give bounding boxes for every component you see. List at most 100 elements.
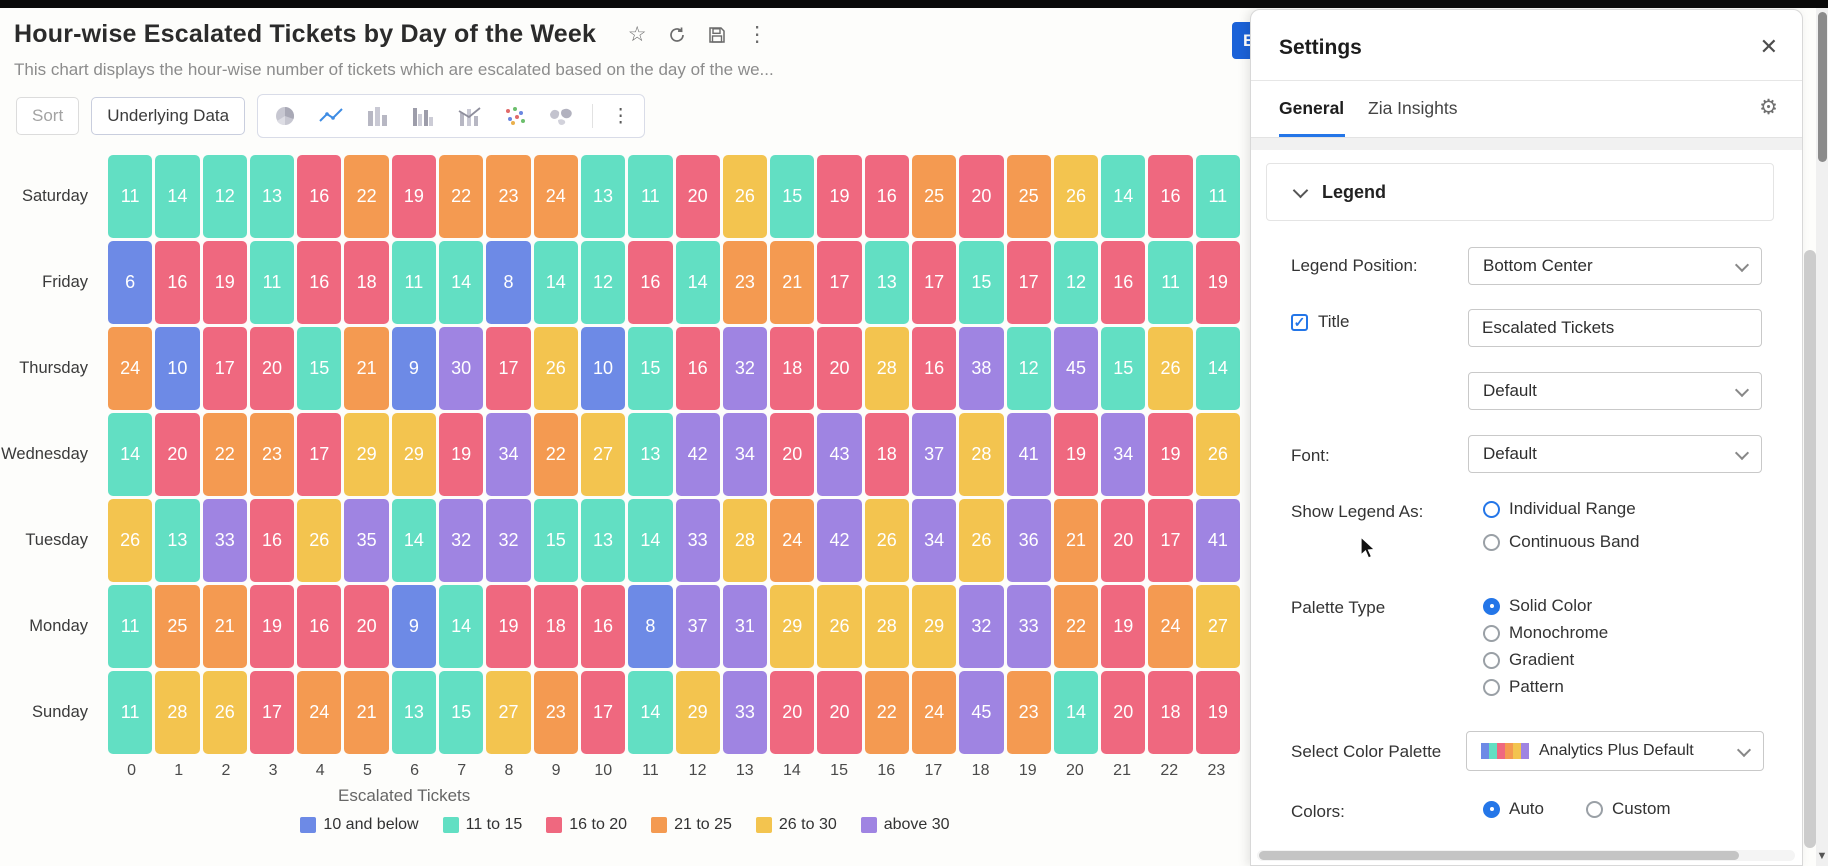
heatmap-cell[interactable]: 43: [817, 413, 862, 496]
heatmap-cell[interactable]: 26: [722, 155, 768, 238]
radio-option-monochrome[interactable]: Monochrome: [1483, 623, 1608, 643]
heatmap-cell[interactable]: 12: [1006, 327, 1051, 410]
heatmap-cell[interactable]: 28: [959, 413, 1004, 496]
heatmap-cell[interactable]: 21: [344, 671, 389, 754]
heatmap-cell[interactable]: 14: [1195, 327, 1240, 410]
heatmap-cell[interactable]: 37: [675, 585, 720, 668]
line-chart-icon[interactable]: [316, 103, 346, 129]
refresh-icon[interactable]: [666, 24, 688, 46]
heatmap-cell[interactable]: 20: [1101, 671, 1146, 754]
heatmap-cell[interactable]: 23: [533, 671, 578, 754]
heatmap-cell[interactable]: 29: [391, 413, 437, 496]
heatmap-cell[interactable]: 20: [770, 671, 815, 754]
heatmap-cell[interactable]: 27: [486, 671, 531, 754]
heatmap-cell[interactable]: 21: [344, 327, 389, 410]
heatmap-cell[interactable]: 16: [297, 155, 342, 238]
heatmap-cell[interactable]: 19: [486, 585, 531, 668]
heatmap-cell[interactable]: 16: [864, 155, 909, 238]
heatmap-cell[interactable]: 35: [344, 499, 389, 582]
bar-chart-icon[interactable]: [362, 103, 392, 129]
heatmap-cell[interactable]: 16: [155, 241, 200, 324]
heatmap-cell[interactable]: 11: [1148, 241, 1193, 324]
heatmap-cell[interactable]: 21: [202, 585, 247, 668]
heatmap-cell[interactable]: 22: [1053, 585, 1099, 668]
heatmap-cell[interactable]: 36: [1006, 499, 1051, 582]
heatmap-cell[interactable]: 26: [1053, 155, 1099, 238]
map-chart-icon[interactable]: [546, 103, 576, 129]
heatmap-cell[interactable]: 9: [391, 585, 437, 668]
heatmap-cell[interactable]: 24: [533, 155, 578, 238]
heatmap-cell[interactable]: 29: [911, 585, 957, 668]
heatmap-cell[interactable]: 8: [628, 585, 673, 668]
heatmap-cell[interactable]: 24: [911, 671, 957, 754]
heatmap-cell[interactable]: 27: [580, 413, 626, 496]
heatmap-cell[interactable]: 32: [486, 499, 531, 582]
heatmap-cell[interactable]: 15: [770, 155, 815, 238]
heatmap-cell[interactable]: 45: [1053, 327, 1099, 410]
heatmap-cell[interactable]: 16: [580, 585, 626, 668]
heatmap-cell[interactable]: 13: [391, 671, 437, 754]
heatmap-cell[interactable]: 15: [1101, 327, 1146, 410]
legend-item[interactable]: 10 and below: [300, 816, 419, 834]
color-palette-select[interactable]: Analytics Plus Default: [1466, 731, 1764, 771]
heatmap-cell[interactable]: 19: [1195, 671, 1240, 754]
heatmap-cell[interactable]: 16: [628, 241, 673, 324]
scatter-chart-icon[interactable]: [500, 103, 530, 129]
heatmap-cell[interactable]: 22: [864, 671, 909, 754]
heatmap-cell[interactable]: 20: [155, 413, 200, 496]
grouped-bar-chart-icon[interactable]: [408, 103, 438, 129]
close-icon[interactable]: ✕: [1759, 34, 1778, 59]
scrollbar-thumb[interactable]: [1817, 12, 1827, 162]
radio-option-continuous-band[interactable]: Continuous Band: [1483, 532, 1639, 552]
heatmap-cell[interactable]: 33: [1006, 585, 1051, 668]
heatmap-cell[interactable]: 16: [297, 241, 342, 324]
heatmap-cell[interactable]: 19: [202, 241, 247, 324]
heatmap-cell[interactable]: 26: [864, 499, 909, 582]
heatmap-cell[interactable]: 17: [911, 241, 957, 324]
legend-title-style-select[interactable]: Default: [1468, 372, 1762, 410]
heatmap-cell[interactable]: 21: [1053, 499, 1099, 582]
heatmap-cell[interactable]: 15: [439, 671, 484, 754]
more-vertical-icon[interactable]: ⋮: [611, 105, 631, 127]
heatmap-cell[interactable]: 17: [1006, 241, 1051, 324]
underlying-data-button[interactable]: Underlying Data: [91, 97, 246, 135]
legend-section-header[interactable]: Legend: [1266, 163, 1774, 221]
heatmap-cell[interactable]: 26: [1148, 327, 1193, 410]
heatmap-cell[interactable]: 31: [722, 585, 768, 668]
heatmap-cell[interactable]: 14: [439, 241, 484, 324]
heatmap-cell[interactable]: 17: [486, 327, 531, 410]
heatmap-cell[interactable]: 12: [202, 155, 247, 238]
font-select[interactable]: Default: [1468, 435, 1762, 473]
heatmap-cell[interactable]: 23: [486, 155, 531, 238]
heatmap-cell[interactable]: 24: [770, 499, 815, 582]
heatmap-cell[interactable]: 33: [722, 671, 768, 754]
heatmap-cell[interactable]: 22: [439, 155, 484, 238]
legend-title-toggle[interactable]: ✓ Title: [1291, 312, 1350, 332]
radio-option-custom[interactable]: Custom: [1585, 799, 1671, 819]
heatmap-cell[interactable]: 17: [297, 413, 342, 496]
gear-icon[interactable]: ⚙: [1759, 96, 1778, 119]
heatmap-cell[interactable]: 42: [817, 499, 862, 582]
heatmap-cell[interactable]: 24: [297, 671, 342, 754]
scrollbar-thumb[interactable]: [1259, 851, 1739, 860]
radio-option-solid-color[interactable]: Solid Color: [1483, 596, 1608, 616]
heatmap-cell[interactable]: 15: [628, 327, 673, 410]
heatmap-cell[interactable]: 20: [675, 155, 720, 238]
radio-option-pattern[interactable]: Pattern: [1483, 677, 1608, 697]
heatmap-cell[interactable]: 12: [580, 241, 626, 324]
heatmap-cell[interactable]: 19: [1053, 413, 1099, 496]
heatmap-cell[interactable]: 20: [817, 327, 862, 410]
heatmap-cell[interactable]: 19: [1101, 585, 1146, 668]
heatmap-cell[interactable]: 34: [1101, 413, 1146, 496]
heatmap-cell[interactable]: 16: [911, 327, 957, 410]
heatmap-cell[interactable]: 15: [297, 327, 342, 410]
heatmap-cell[interactable]: 13: [628, 413, 673, 496]
heatmap-cell[interactable]: 11: [108, 155, 153, 238]
heatmap-cell[interactable]: 18: [1148, 671, 1193, 754]
heatmap-cell[interactable]: 18: [344, 241, 389, 324]
heatmap-cell[interactable]: 38: [959, 327, 1004, 410]
sort-button[interactable]: Sort: [16, 97, 80, 135]
heatmap-cell[interactable]: 20: [770, 413, 815, 496]
heatmap-cell[interactable]: 28: [155, 671, 200, 754]
heatmap-cell[interactable]: 33: [675, 499, 720, 582]
